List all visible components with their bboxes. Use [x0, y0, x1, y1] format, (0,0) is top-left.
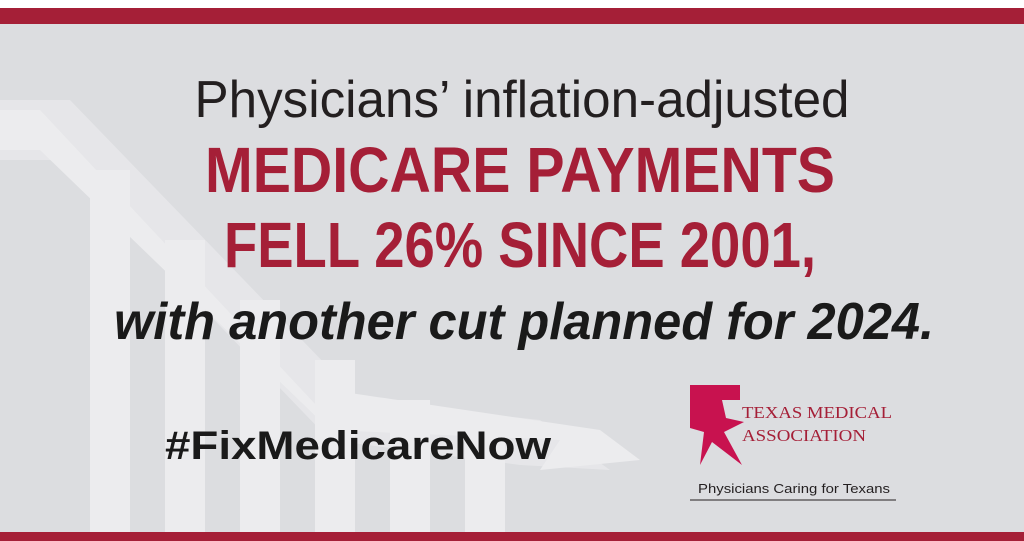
- headline-line: with another cut planned for 2024.: [114, 293, 934, 351]
- headline-emphasis: FELL 26% SINCE 2001,: [224, 209, 816, 281]
- headline-emphasis: MEDICARE PAYMENTS: [205, 134, 835, 206]
- logo-tagline: Physicians Caring for Texans: [698, 481, 891, 496]
- background-arrow: [0, 100, 640, 532]
- top-margin: [0, 0, 1024, 8]
- hashtag: #FixMedicareNow: [165, 424, 552, 468]
- headline-line: Physicians’ inflation-adjusted: [195, 71, 850, 129]
- logo-name: ASSOCIATION: [742, 426, 866, 445]
- bg-bar: [465, 420, 505, 532]
- logo-name: TEXAS MEDICAL: [742, 403, 892, 422]
- bg-bar: [315, 360, 355, 532]
- logo: TEXAS MEDICAL ASSOCIATION Physicians Car…: [690, 385, 896, 501]
- bottom-bar: [0, 532, 1024, 541]
- top-bar: [0, 8, 1024, 24]
- bg-bar: [240, 300, 280, 532]
- logo-star: [690, 385, 744, 465]
- arrow-body: [0, 100, 610, 470]
- bg-bar: [90, 170, 130, 532]
- bg-bar: [390, 400, 430, 532]
- bg-bar: [165, 240, 205, 532]
